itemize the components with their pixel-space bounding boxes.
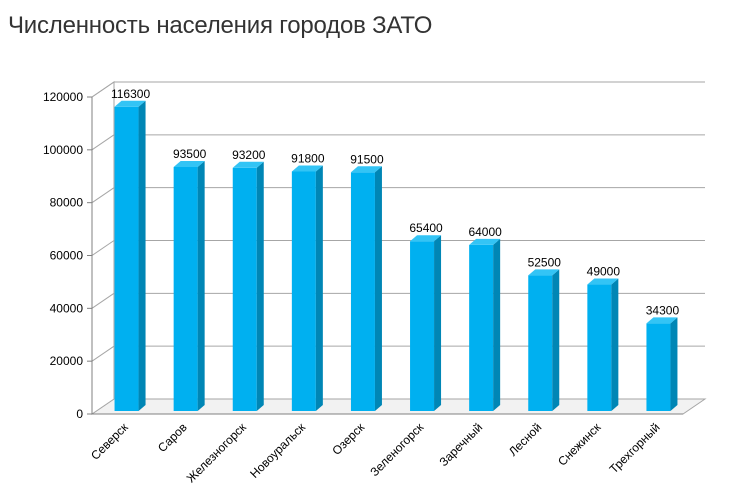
category-label: Снежинск — [555, 420, 604, 469]
bar-side — [256, 161, 264, 411]
bar-front — [232, 167, 257, 411]
bar-top — [469, 238, 501, 245]
data-label: 34300 — [646, 303, 680, 317]
bar-side — [552, 269, 560, 411]
category-label: Северск — [88, 420, 131, 463]
bar — [469, 238, 501, 411]
data-label: 91500 — [350, 152, 384, 166]
grid-line-side — [91, 240, 115, 256]
data-label: 64000 — [468, 225, 502, 239]
bar — [646, 317, 678, 411]
y-tick-label: 100000 — [43, 143, 83, 157]
bar-top — [350, 166, 382, 173]
bar-side — [374, 166, 382, 411]
bar-side — [197, 161, 205, 411]
category-label: Озерск — [329, 420, 367, 458]
grid-line-side — [91, 81, 115, 98]
data-label: 91800 — [291, 151, 325, 165]
category-label: Трехгорный — [607, 420, 663, 476]
bar-side — [138, 100, 146, 411]
grid-line-side — [91, 134, 115, 151]
bar-top — [173, 161, 205, 168]
bar-top — [410, 235, 442, 242]
y-tick-label: 60000 — [50, 249, 84, 263]
bar — [291, 165, 323, 411]
bar-front — [173, 167, 198, 411]
grid-line-side — [91, 292, 115, 309]
grid-line-side — [91, 345, 115, 362]
bar — [232, 161, 264, 411]
y-axis: 0 20000 40000 60000 80000 100000 120000 — [43, 90, 683, 421]
grid-line-side — [91, 187, 115, 204]
bar-front — [528, 275, 553, 411]
bar — [173, 161, 205, 411]
bar-top — [528, 269, 560, 276]
category-label: Зеленогорск — [367, 420, 426, 479]
y-tick-label: 80000 — [50, 196, 84, 210]
bar-front — [114, 106, 139, 411]
bar-top — [587, 278, 619, 285]
bar-front — [291, 171, 316, 411]
bar-side — [670, 317, 678, 411]
bar-top — [291, 165, 323, 172]
category-label: Новоуральск — [247, 420, 308, 481]
data-labels: 116300 93500 93200 91800 91500 65400 64000 5250… — [111, 87, 679, 318]
bar-front — [469, 244, 494, 411]
y-tick-label: 0 — [76, 407, 83, 421]
bar — [410, 235, 442, 411]
data-label: 49000 — [587, 265, 621, 279]
bars — [114, 100, 678, 411]
category-label: Саров — [155, 420, 190, 455]
bar-front — [646, 323, 671, 411]
data-label: 93500 — [173, 147, 207, 161]
y-tick-label: 120000 — [43, 90, 83, 104]
bar — [528, 269, 560, 411]
y-tick-label: 40000 — [50, 301, 84, 315]
bar-front — [350, 172, 375, 411]
data-label: 93200 — [232, 148, 266, 162]
bar — [114, 100, 146, 411]
category-label: Железногорск — [184, 420, 250, 486]
data-label: 65400 — [409, 221, 443, 235]
page-title: Численность населения городов ЗАТО — [8, 12, 433, 39]
bar-top — [114, 100, 146, 107]
bar-side — [611, 278, 619, 411]
y-tick-label: 20000 — [50, 354, 84, 368]
bar — [587, 278, 619, 411]
bar-top — [646, 317, 678, 324]
data-label: 116300 — [111, 87, 150, 101]
bar-side — [434, 235, 442, 411]
bar-side — [493, 238, 501, 411]
bar-front — [587, 284, 612, 411]
bar-front — [410, 241, 435, 411]
bar-side — [315, 165, 323, 411]
data-label: 52500 — [528, 255, 562, 269]
bar — [350, 166, 382, 411]
bar-top — [232, 161, 264, 168]
category-label: Лесной — [506, 420, 545, 459]
category-label: Заречный — [436, 420, 485, 469]
